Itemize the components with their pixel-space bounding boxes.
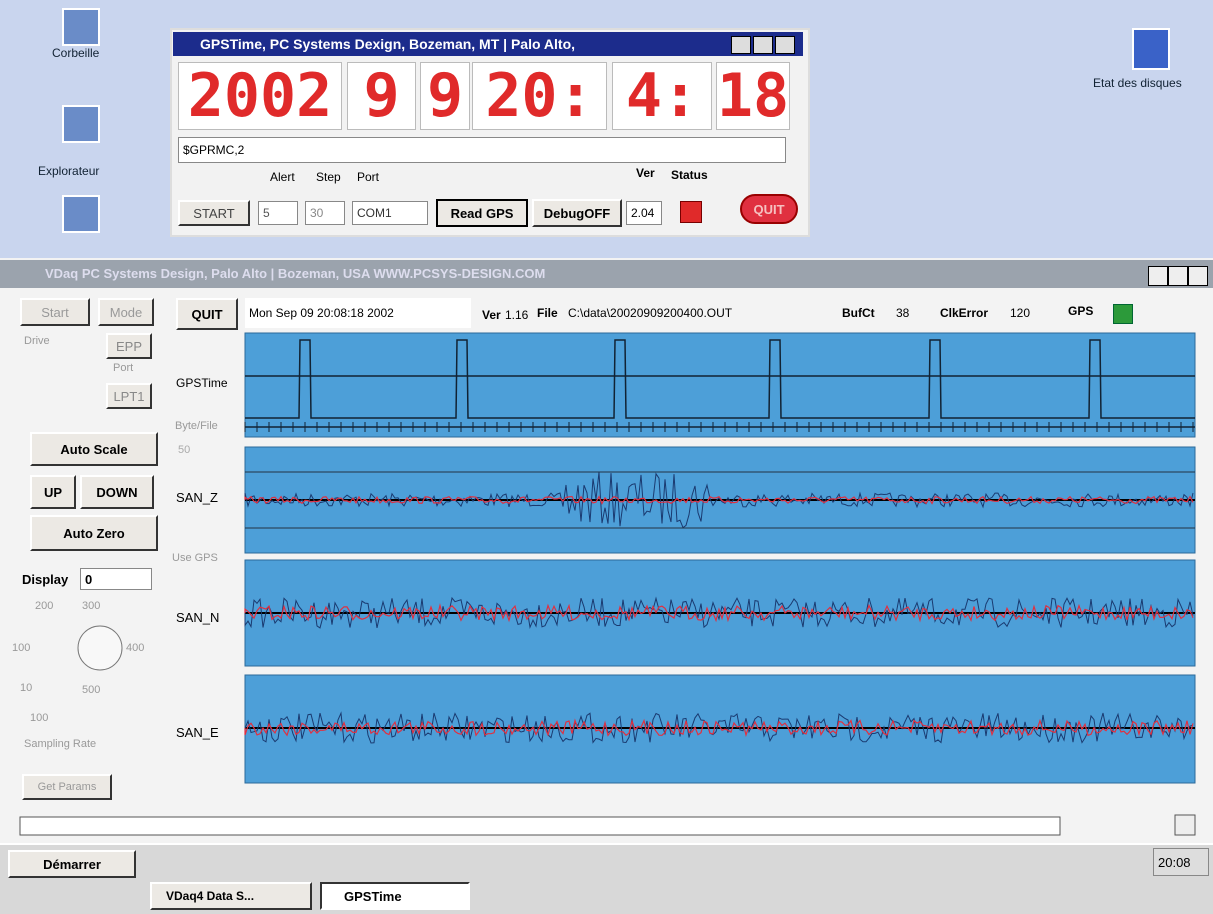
gps-indicator [1113, 304, 1133, 324]
desktop-icon[interactable] [1132, 28, 1170, 70]
button[interactable]: UP [30, 475, 76, 509]
desktop: (() => { const data = JSON.parse(documen… [0, 0, 1213, 912]
dial-label: 300 [82, 600, 100, 612]
button[interactable]: DebugOFF [532, 199, 622, 227]
label: Ver [636, 166, 655, 180]
button[interactable]: QUIT [740, 194, 798, 224]
label: Alert [270, 170, 295, 184]
label: 1.16 [505, 308, 528, 322]
status-indicator [680, 201, 702, 223]
window-control[interactable] [753, 36, 773, 54]
button[interactable]: Démarrer [8, 850, 136, 878]
label: 50 [178, 444, 190, 456]
label: SAN_N [176, 610, 219, 625]
desktop-icon[interactable] [62, 195, 100, 233]
label: ClkError [940, 306, 988, 320]
button[interactable]: Auto Scale [30, 432, 158, 466]
label: Corbeille [52, 46, 99, 60]
clock-digit: 2002 [178, 62, 342, 130]
button[interactable]: DOWN [80, 475, 154, 509]
label: GPS [1068, 304, 1093, 318]
label: Explorateur [38, 164, 99, 178]
window-control[interactable] [1168, 266, 1188, 286]
button[interactable]: Start [20, 298, 90, 326]
label: Port [357, 170, 379, 184]
button[interactable]: Mode [98, 298, 154, 326]
label: Byte/File [175, 420, 218, 432]
field: COM1 [352, 201, 428, 225]
clock-digit: 20: [472, 62, 607, 130]
label: Etat des disques [1093, 76, 1182, 90]
field: 2.04 [626, 201, 662, 225]
field: 20:08 [1153, 848, 1209, 876]
label: VDaq PC Systems Design, Palo Alto | Boze… [45, 266, 545, 281]
label: Ver [482, 308, 501, 322]
button[interactable]: VDaq4 Data S... [150, 882, 312, 910]
scrollbar [20, 817, 1060, 835]
label: Drive [24, 335, 50, 347]
label: Port [113, 362, 133, 374]
label: Status [671, 168, 708, 182]
label: SAN_E [176, 725, 219, 740]
label: 100 [30, 712, 48, 724]
field: 0 [80, 568, 152, 590]
button[interactable]: Get Params [22, 774, 112, 800]
window-control[interactable] [1148, 266, 1168, 286]
label: 38 [896, 306, 909, 320]
scroll-button [1175, 815, 1195, 835]
label: 120 [1010, 306, 1030, 320]
dial-label: 500 [82, 684, 100, 696]
desktop-icon[interactable] [62, 8, 100, 46]
button[interactable]: Auto Zero [30, 515, 158, 551]
dial-label: 10 [20, 682, 32, 694]
plot-panel [245, 333, 1195, 437]
label: GPSTime [176, 376, 228, 390]
label: BufCt [842, 306, 875, 320]
field: 5 [258, 201, 298, 225]
label: Use GPS [172, 552, 218, 564]
dial-label: 400 [126, 642, 144, 654]
window-control[interactable] [1188, 266, 1208, 286]
field: 30 [305, 201, 345, 225]
window-control[interactable] [731, 36, 751, 54]
window-control[interactable] [775, 36, 795, 54]
field: Mon Sep 09 20:08:18 2002 [245, 298, 471, 328]
clock-digit: 9 [420, 62, 470, 130]
clock-digit: 4: [612, 62, 712, 130]
button[interactable]: QUIT [176, 298, 238, 330]
button[interactable]: LPT1 [106, 383, 152, 409]
button[interactable]: EPP [106, 333, 152, 359]
button[interactable]: START [178, 200, 250, 226]
field: $GPRMC,2 [178, 137, 786, 163]
button[interactable]: GPSTime [320, 882, 470, 910]
label: GPSTime, PC Systems Dexign, Bozeman, MT … [200, 36, 575, 52]
dial-label: 200 [35, 600, 53, 612]
label: C:\data\20020909200400.OUT [568, 306, 732, 320]
desktop-icon[interactable] [62, 105, 100, 143]
clock-digit: 9 [347, 62, 416, 130]
button[interactable]: Read GPS [436, 199, 528, 227]
dial-label: 100 [12, 642, 30, 654]
clock-digit: 18 [716, 62, 790, 130]
label: File [537, 306, 558, 320]
label: Step [316, 170, 341, 184]
dial [78, 626, 122, 670]
label: Sampling Rate [24, 738, 96, 750]
label: Display [22, 572, 68, 587]
label: SAN_Z [176, 490, 218, 505]
